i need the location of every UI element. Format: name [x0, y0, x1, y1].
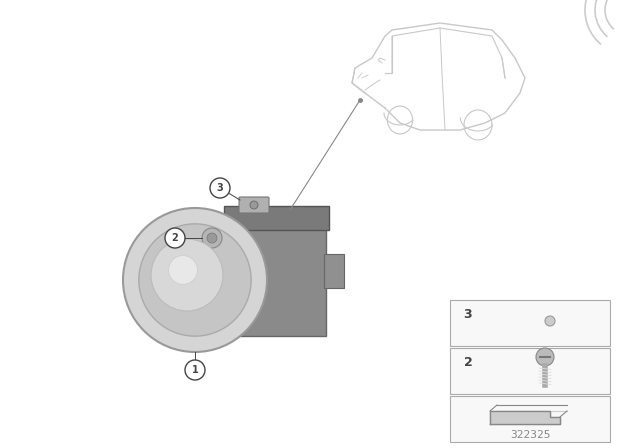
FancyBboxPatch shape: [229, 224, 326, 336]
Circle shape: [536, 348, 554, 366]
Circle shape: [139, 224, 251, 336]
FancyBboxPatch shape: [450, 348, 610, 394]
Circle shape: [207, 233, 217, 243]
Circle shape: [185, 360, 205, 380]
FancyBboxPatch shape: [239, 197, 269, 213]
Text: 2: 2: [463, 356, 472, 369]
Circle shape: [165, 228, 185, 248]
Circle shape: [151, 239, 223, 311]
FancyBboxPatch shape: [450, 300, 610, 346]
Circle shape: [168, 256, 197, 284]
Text: 2: 2: [172, 233, 179, 243]
Text: 1: 1: [191, 365, 198, 375]
Circle shape: [250, 201, 258, 209]
Circle shape: [210, 178, 230, 198]
Circle shape: [545, 316, 555, 326]
Circle shape: [123, 208, 267, 352]
Text: 322325: 322325: [509, 430, 550, 440]
Polygon shape: [490, 411, 560, 424]
FancyBboxPatch shape: [324, 254, 344, 288]
FancyBboxPatch shape: [224, 206, 329, 230]
Text: 3: 3: [216, 183, 223, 193]
Text: 3: 3: [464, 307, 472, 320]
Circle shape: [202, 228, 222, 248]
FancyBboxPatch shape: [450, 396, 610, 442]
